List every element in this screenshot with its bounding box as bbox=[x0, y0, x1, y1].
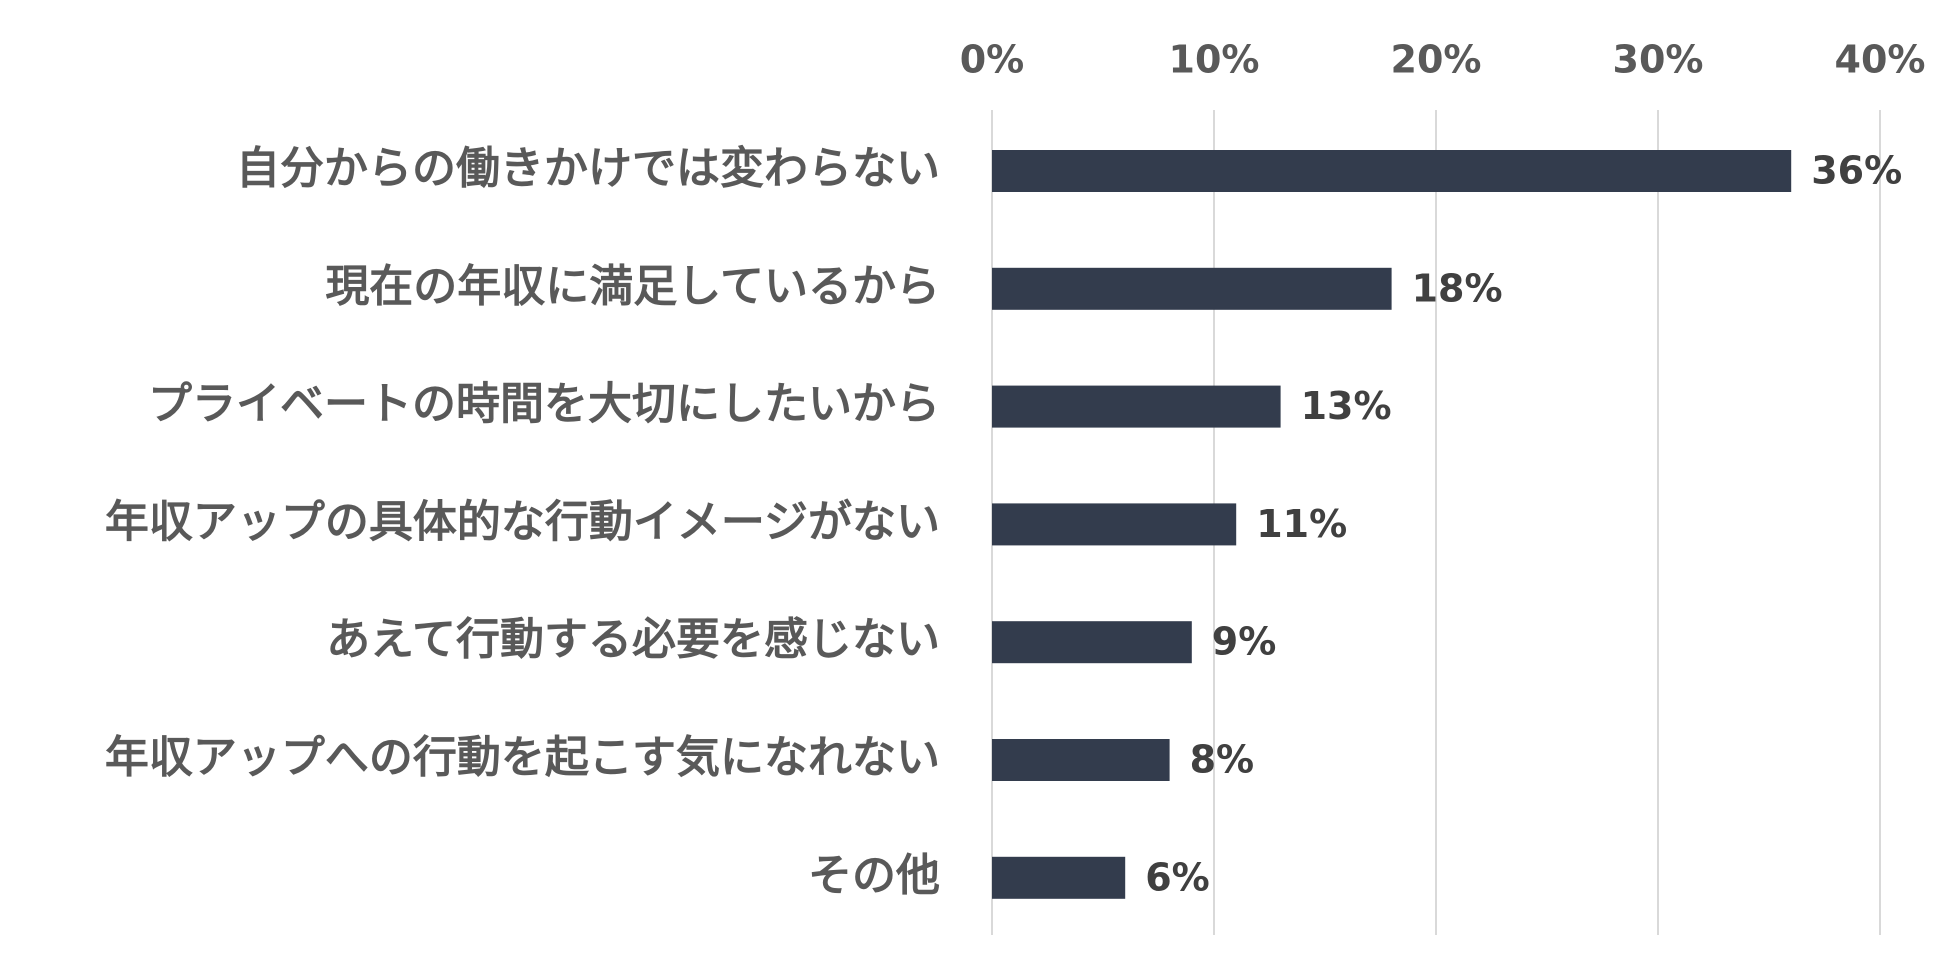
bars bbox=[992, 150, 1792, 899]
data-label: 36% bbox=[1811, 149, 1902, 193]
data-label: 18% bbox=[1412, 266, 1503, 310]
bar bbox=[992, 856, 1126, 899]
x-tick-label: 40% bbox=[1835, 38, 1926, 82]
category-label: プライベートの時間を大切にしたいから bbox=[148, 379, 940, 430]
category-label: その他 bbox=[808, 850, 940, 901]
bar bbox=[992, 503, 1237, 546]
category-label: あえて行動する必要を感じない bbox=[326, 614, 940, 665]
grid-lines bbox=[991, 110, 1881, 935]
x-tick-label: 0% bbox=[960, 38, 1025, 82]
x-tick-label: 20% bbox=[1391, 38, 1482, 82]
category-label: 年収アップへの行動を起こす気になれない bbox=[105, 732, 940, 783]
data-label: 13% bbox=[1301, 384, 1392, 428]
x-tick-label: 30% bbox=[1613, 38, 1704, 82]
category-label: 自分からの働きかけでは変わらない bbox=[236, 143, 940, 194]
data-label: 9% bbox=[1212, 620, 1277, 664]
category-label: 年収アップの具体的な行動イメージがない bbox=[105, 496, 940, 547]
data-label: 11% bbox=[1256, 502, 1347, 546]
x-tick-label: 10% bbox=[1169, 38, 1260, 82]
data-label: 6% bbox=[1145, 855, 1210, 899]
bar bbox=[992, 385, 1281, 428]
x-axis-tick-labels: 0% 10% 20% 30% 40% bbox=[960, 38, 1926, 82]
bar bbox=[992, 621, 1192, 664]
category-label: 現在の年収に満足しているから bbox=[325, 261, 940, 312]
bar bbox=[992, 150, 1792, 192]
data-labels: 36% 18% 13% 11% 9% 8% 6% bbox=[1145, 149, 1902, 900]
data-label: 8% bbox=[1190, 738, 1255, 782]
bar bbox=[992, 267, 1392, 310]
category-labels: 自分からの働きかけでは変わらない現在の年収に満足しているからプライベートの時間を… bbox=[105, 143, 940, 901]
bar bbox=[992, 739, 1170, 781]
